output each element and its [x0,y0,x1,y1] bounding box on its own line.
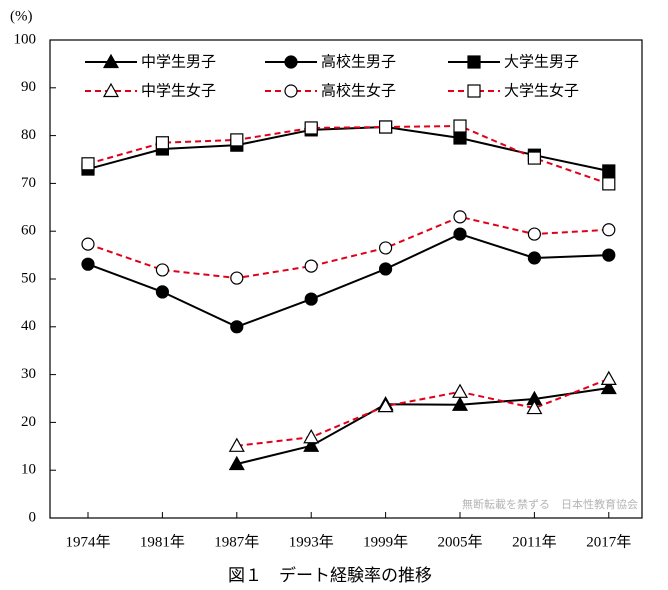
marker [453,131,467,145]
marker [600,379,617,395]
series-line [236,386,609,465]
marker [602,164,616,178]
y-tick-label: 10 [21,462,36,478]
marker [155,136,169,150]
marker [284,55,298,69]
x-tick-label: 2005年 [437,533,482,550]
x-tick-label: 1999年 [363,533,408,550]
marker [230,320,244,334]
marker [377,397,394,413]
marker [379,241,393,255]
marker [284,84,298,98]
marker [230,271,244,285]
legend-label: 大学生男子 [504,53,579,71]
marker [81,257,95,271]
legend-label: 中学生女子 [141,82,216,100]
x-tick-label: 1987年 [214,533,259,550]
marker [602,248,616,262]
marker [451,396,469,411]
plot-frame [49,39,643,519]
marker [81,157,95,171]
marker [602,177,616,191]
marker [467,84,481,98]
marker [230,133,244,147]
marker [527,151,542,165]
y-tick-label: 70 [21,175,36,191]
marker [602,223,616,237]
y-tick-label: 0 [29,509,37,525]
marker [526,399,543,415]
y-tick-label: 60 [21,223,36,239]
y-tick-label: 90 [21,79,36,95]
marker [102,82,120,98]
marker [155,263,169,277]
marker [81,237,95,251]
marker [527,251,542,265]
x-tick-label: 2017年 [586,533,631,550]
marker [303,437,320,452]
x-tick-label: 2011年 [512,533,556,550]
marker [228,437,245,452]
marker [304,259,318,273]
legend-label: 高校生男子 [321,53,396,71]
legend-label: 中学生男子 [141,53,216,71]
series-line [236,377,610,447]
legend-label: 大学生女子 [504,82,579,100]
x-tick-label: 1974年 [65,533,110,550]
y-tick-label: 40 [21,318,36,334]
marker [453,227,467,241]
legend-label: 高校生女子 [321,82,396,100]
marker [304,121,318,135]
marker [304,292,318,306]
series-line [87,232,609,328]
y-tick-label: 50 [21,270,36,286]
marker [467,55,481,69]
marker [102,53,120,69]
marker [155,285,169,299]
x-tick-label: 1981年 [140,533,185,550]
y-tick-label: 20 [21,414,36,430]
marker [600,370,617,386]
marker [527,227,542,241]
y-tick-label: 30 [21,366,36,382]
marker [453,210,467,224]
series-line [87,125,610,185]
marker [228,455,245,471]
marker [451,383,469,398]
y-tick-label: 100 [14,31,37,47]
marker [453,119,467,133]
marker [379,120,393,134]
marker [303,428,320,444]
chart-title: 図１ デート経験率の推移 [228,565,432,586]
x-tick-label: 1993年 [289,533,334,550]
marker [379,262,393,276]
series-line [87,215,609,280]
watermark: 無断転載を禁ずる 日本性教育協会 [462,497,638,511]
y-axis-label: (%) [10,8,33,24]
y-tick-label: 80 [21,127,36,143]
